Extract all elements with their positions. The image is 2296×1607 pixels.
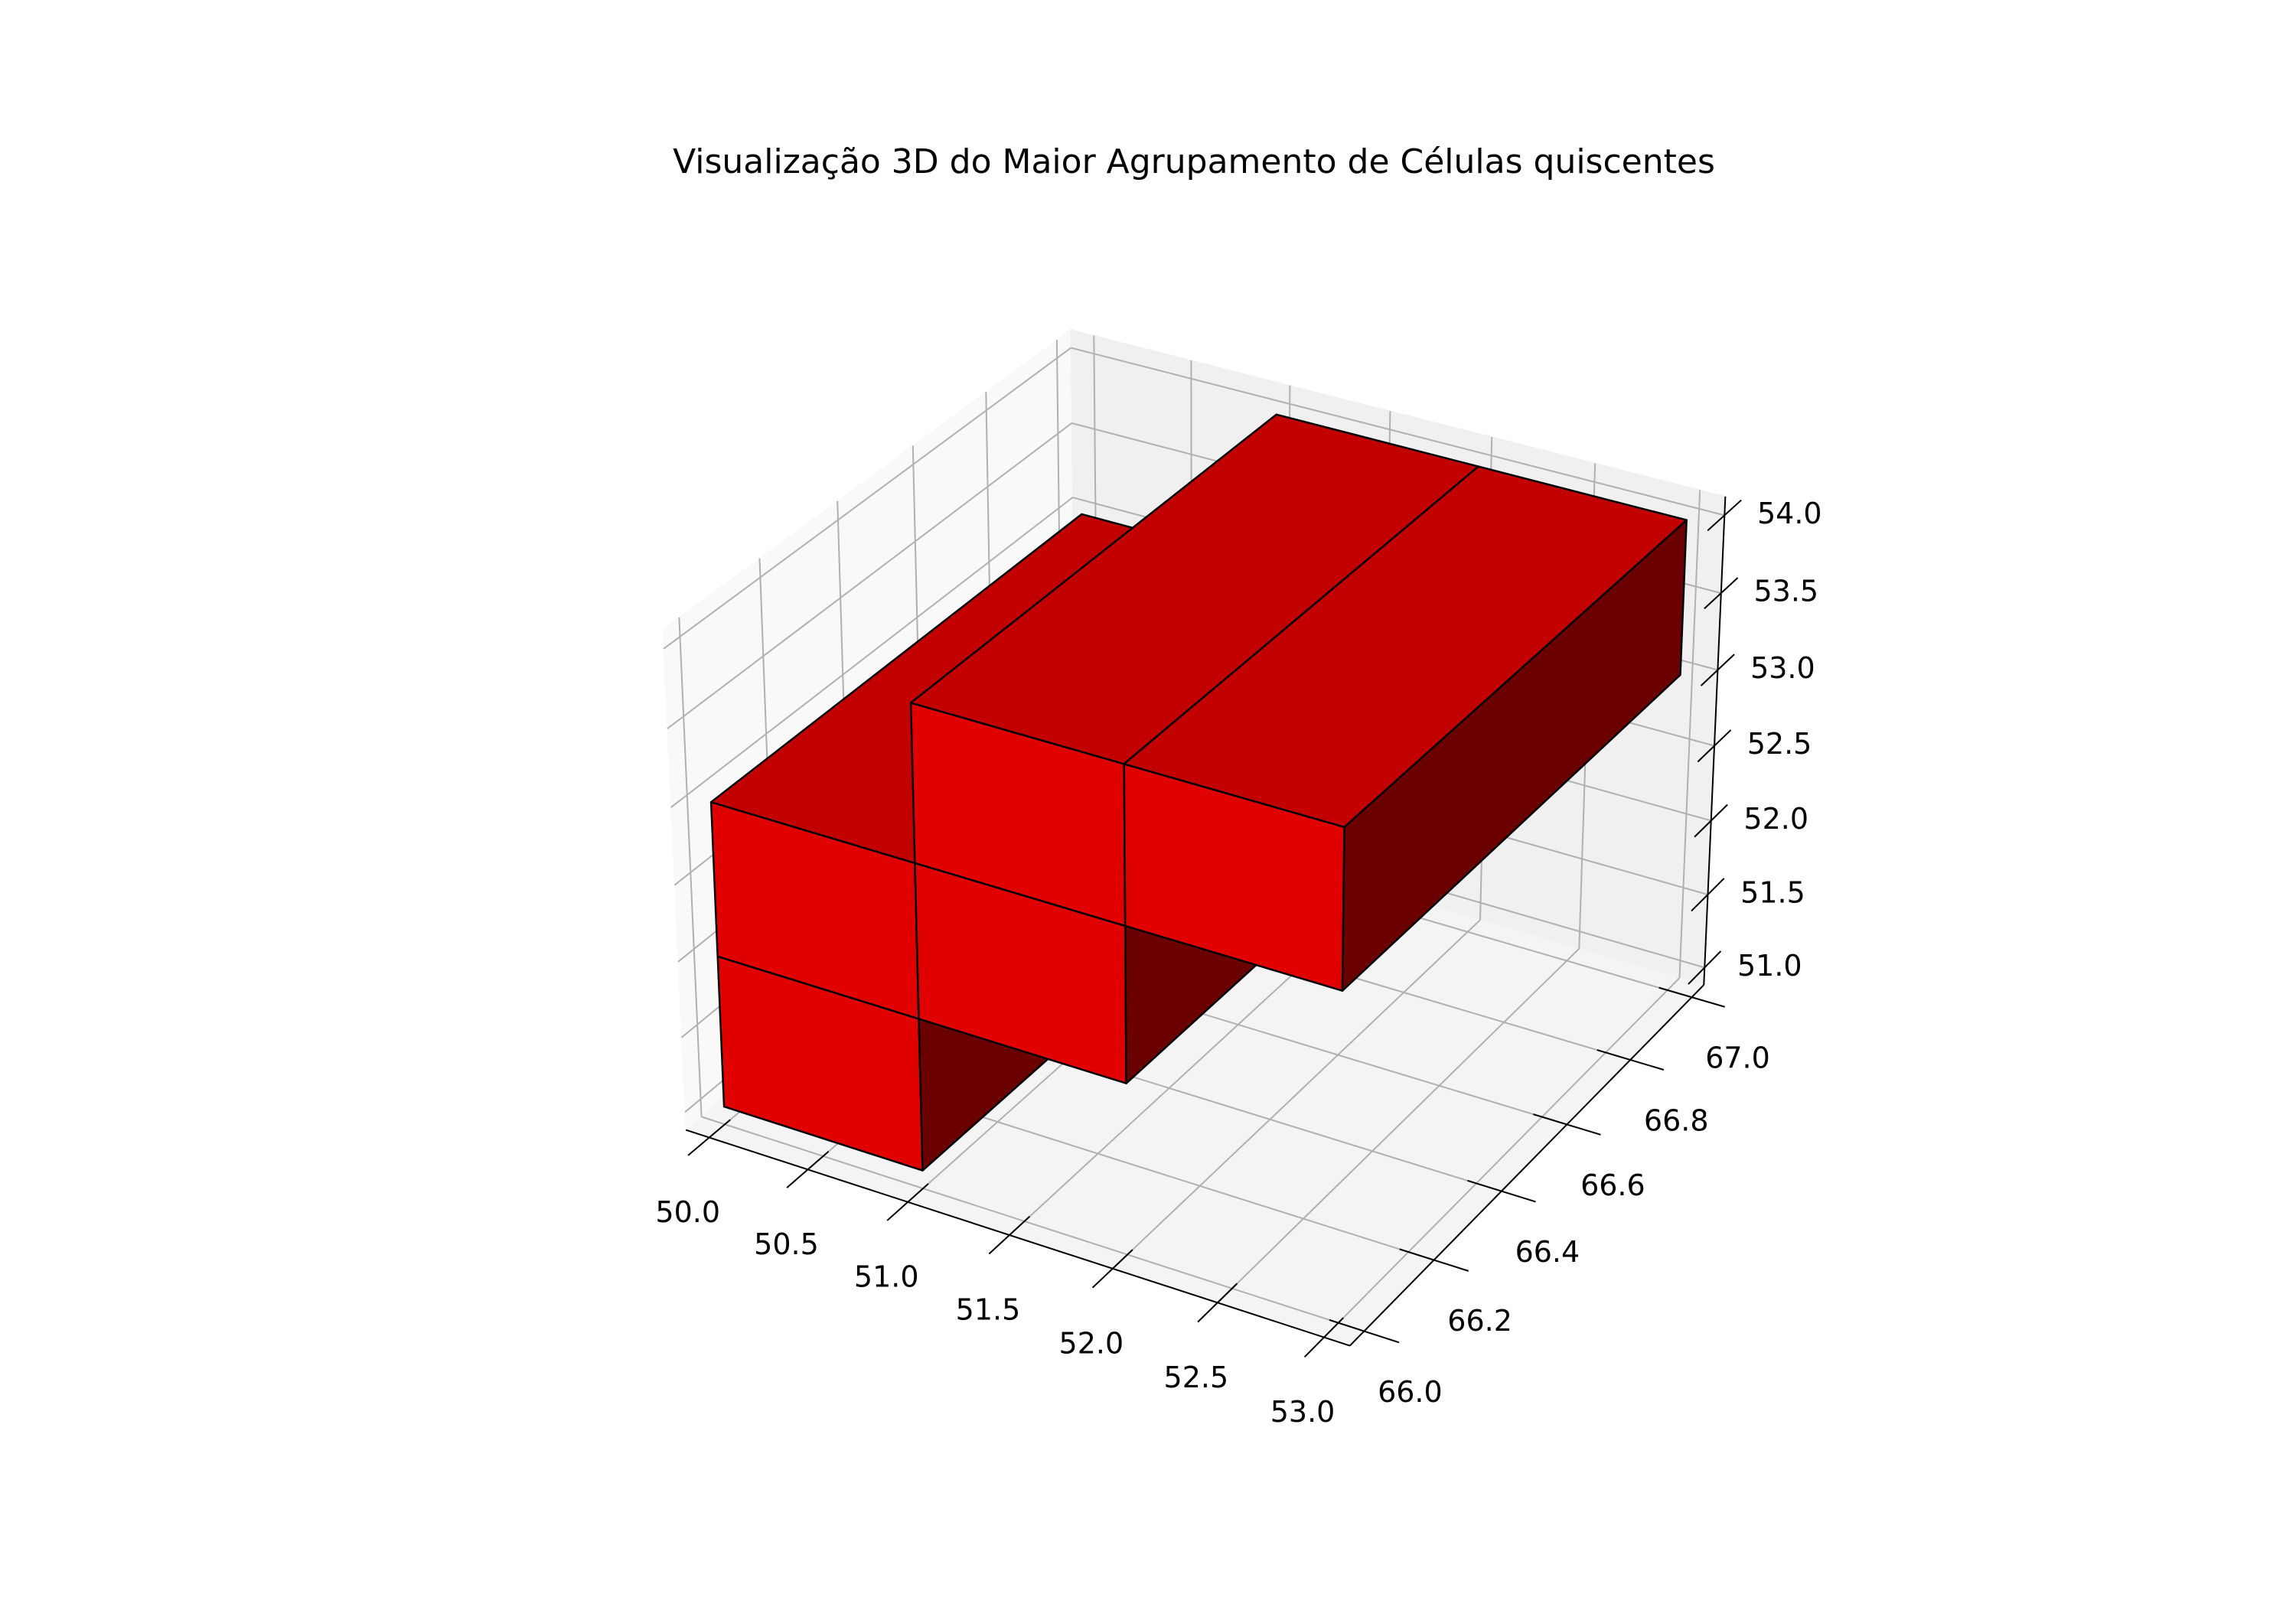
x-tick xyxy=(1091,1249,1133,1289)
y-tick-label: 66.6 xyxy=(1580,1169,1645,1202)
x-axis xyxy=(685,1129,1351,1347)
z-tick xyxy=(1704,577,1739,610)
voxel-face-top xyxy=(1123,465,1688,829)
x-tick xyxy=(988,1215,1031,1255)
grid-line xyxy=(1112,919,1481,1270)
z-tick-label: 53.5 xyxy=(1754,575,1819,608)
z-tick-label: 54.0 xyxy=(1757,497,1822,530)
x-tick-label: 52.5 xyxy=(1164,1361,1229,1394)
y-axis xyxy=(1349,984,1704,1347)
z-tick-label: 51.0 xyxy=(1737,949,1802,983)
x-tick xyxy=(786,1150,830,1188)
y-tick-label: 66.8 xyxy=(1644,1104,1709,1138)
chart-title: Visualização 3D do Maior Agrupamento de … xyxy=(673,142,1715,181)
y-tick xyxy=(1399,1248,1469,1272)
grid-line xyxy=(663,347,1071,650)
y-tick xyxy=(1329,1319,1400,1344)
y-tick xyxy=(1533,1113,1601,1136)
z-tick-label: 52.5 xyxy=(1747,727,1812,761)
y-tick xyxy=(1658,986,1725,1008)
x-tick xyxy=(1197,1283,1238,1323)
grid-line xyxy=(1323,977,1681,1338)
grid-line xyxy=(1071,347,1725,517)
z-tick-label: 51.5 xyxy=(1740,876,1805,910)
y-tick xyxy=(1596,1049,1665,1071)
x-tick xyxy=(1303,1317,1344,1358)
y-tick-label: 66.2 xyxy=(1447,1304,1512,1338)
x-tick-label: 53.0 xyxy=(1270,1395,1336,1429)
grid-line xyxy=(667,422,1073,729)
x-tick xyxy=(687,1119,731,1156)
grid-line xyxy=(670,497,1074,808)
z-tick xyxy=(1694,804,1728,838)
grid-line xyxy=(1678,490,1701,978)
z-tick xyxy=(1700,654,1735,686)
grid-line xyxy=(1217,948,1580,1304)
y-tick-label: 67.0 xyxy=(1705,1041,1770,1075)
x-tick-label: 51.0 xyxy=(854,1260,919,1293)
grid-line xyxy=(701,1116,1365,1332)
x-tick-label: 50.0 xyxy=(655,1195,720,1229)
z-tick xyxy=(1688,950,1722,985)
z-tick xyxy=(1697,729,1732,763)
z-tick-label: 53.0 xyxy=(1750,651,1815,685)
x-tick xyxy=(886,1183,929,1221)
z-axis xyxy=(1703,496,1727,986)
z-tick xyxy=(1691,878,1725,912)
x-tick-label: 50.5 xyxy=(754,1227,819,1261)
y-tick xyxy=(1467,1179,1536,1203)
grid-line xyxy=(678,617,703,1117)
z-tick xyxy=(1707,499,1742,532)
x-tick-label: 51.5 xyxy=(956,1292,1021,1326)
z-tick-label: 52.0 xyxy=(1743,802,1808,836)
x-tick-label: 52.0 xyxy=(1059,1326,1124,1360)
y-tick-label: 66.0 xyxy=(1378,1375,1443,1409)
y-tick-label: 66.4 xyxy=(1515,1235,1580,1269)
